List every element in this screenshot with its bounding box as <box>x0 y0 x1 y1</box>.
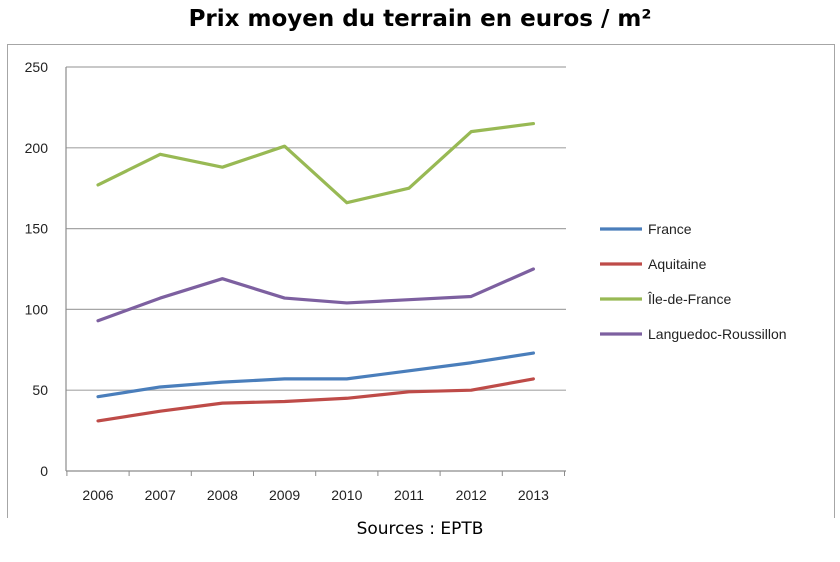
legend: France Aquitaine Île-de-France Languedoc-Ro… <box>600 221 787 342</box>
chart-title: Prix moyen du terrain en euros / m² <box>188 6 652 32</box>
legend-label: Languedoc-Roussillon <box>648 326 787 342</box>
y-tick-label: 100 <box>25 301 49 317</box>
y-tick-label: 250 <box>25 59 49 75</box>
series-line-languedoc-roussillon <box>96 267 536 323</box>
source-note: Sources : EPTB <box>356 519 484 539</box>
y-tick-label: 50 <box>32 382 48 398</box>
x-tick-label: 2011 <box>394 487 424 503</box>
x-axis-ticks: 2006 2007 2008 2009 2010 2011 2012 2013 <box>66 471 565 503</box>
y-tick-label: 0 <box>40 463 48 479</box>
x-tick-label: 2013 <box>518 487 549 503</box>
x-tick-label: 2009 <box>269 487 300 503</box>
series-line--le-de-france <box>96 121 536 205</box>
y-tick-label: 150 <box>25 221 49 237</box>
series-line-france <box>96 351 536 399</box>
x-tick-label: 2006 <box>82 487 113 503</box>
x-tick-label: 2012 <box>456 487 487 503</box>
x-tick-label: 2010 <box>331 487 362 503</box>
series-line-aquitaine <box>96 377 536 423</box>
series-lines <box>96 121 536 423</box>
legend-label: Île-de-France <box>647 291 731 307</box>
y-axis-ticks: 0 50 100 150 200 250 <box>25 59 49 479</box>
legend-label: Aquitaine <box>648 256 707 272</box>
y-tick-label: 200 <box>25 140 49 156</box>
chart-frame <box>7 44 835 518</box>
x-tick-label: 2008 <box>207 487 238 503</box>
legend-label: France <box>648 221 692 237</box>
x-tick-label: 2007 <box>145 487 176 503</box>
